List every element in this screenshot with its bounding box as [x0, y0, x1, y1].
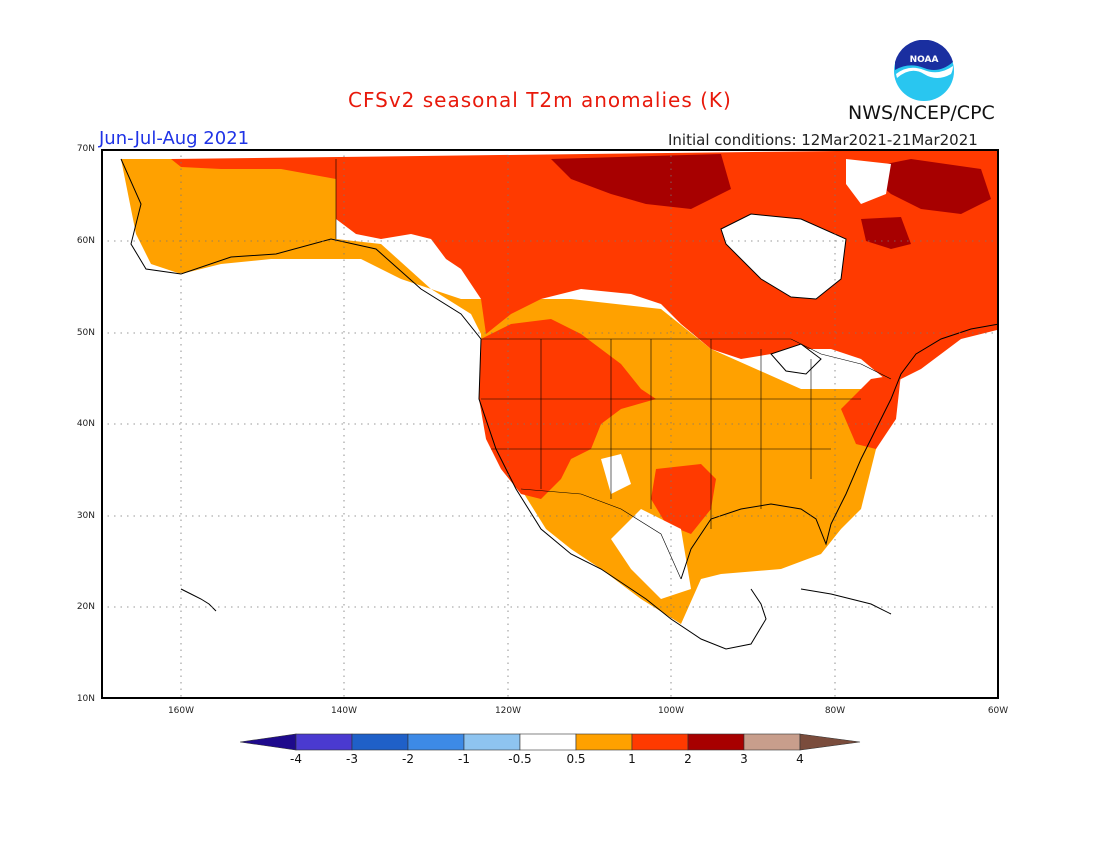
colorbar-label-4: 4	[796, 752, 804, 766]
colorbar-label-1: 1	[628, 752, 636, 766]
lat-label-60n: 60N	[76, 236, 95, 246]
anomaly-neutral-mexico	[611, 509, 691, 599]
agency-label: NWS/NCEP/CPC	[848, 102, 995, 124]
colorbar-bin-3-4	[743, 733, 801, 751]
gridlines	[101, 149, 999, 699]
season-label: Jun-Jul-Aug 2021	[99, 128, 250, 149]
anomaly-2-3-labrador	[861, 217, 911, 249]
noaa-logo-text: NOAA	[910, 55, 939, 65]
colorbar-bin-2-1	[407, 733, 465, 751]
lat-label-10n: 10N	[76, 694, 95, 704]
cuba-coast	[800, 588, 892, 615]
noaa-logo: NOAA	[894, 40, 954, 101]
colorbar-bin-below-4	[240, 733, 297, 751]
colorbar-bin-1-05	[463, 733, 521, 751]
anomaly-1-2-west-us	[479, 319, 656, 499]
colorbar-label-neg05: -0.5	[508, 752, 532, 766]
hudson-bay-coast	[720, 213, 847, 300]
coastlines	[120, 158, 999, 650]
lon-label-100w: 100W	[657, 706, 685, 716]
anomaly-2-3-arctic	[551, 154, 731, 209]
colorbar-label-neg2: -2	[402, 752, 414, 766]
lon-label-140w: 140W	[330, 706, 358, 716]
map-title: CFSv2 seasonal T2m anomalies (K)	[348, 88, 732, 112]
lat-label-40n: 40N	[76, 419, 95, 429]
lon-label-120w: 120W	[494, 706, 522, 716]
colorbar-bin-2-3	[687, 733, 745, 751]
colorbar	[240, 733, 861, 751]
great-lakes-coast	[770, 343, 822, 375]
lon-label-80w: 80W	[824, 706, 846, 716]
anomaly-2-3-greenland	[861, 159, 991, 214]
map-frame	[101, 149, 999, 699]
hawaii-coast	[180, 588, 217, 612]
anomaly-map	[101, 149, 999, 699]
us-mexico-border	[520, 488, 682, 580]
colorbar-label-neg3: -3	[346, 752, 358, 766]
colorbar-bin-neutral	[519, 733, 577, 751]
anomaly-neutral-sw	[601, 454, 631, 494]
lon-label-60w: 60W	[987, 706, 1009, 716]
state-borders	[335, 159, 892, 580]
colorbar-label-3: 3	[740, 752, 748, 766]
lat-label-50n: 50N	[76, 328, 95, 338]
anomaly-neutral-baffin	[846, 159, 891, 204]
colorbar-label-neg4: -4	[290, 752, 302, 766]
lat-label-70n: 70N	[76, 144, 95, 154]
colorbar-label-neg1: -1	[458, 752, 470, 766]
anomaly-neutral-great-lakes	[771, 344, 821, 374]
pacific-coastline	[120, 158, 767, 650]
anomaly-neutral-hudson-bay	[721, 214, 846, 299]
lat-label-20n: 20N	[76, 602, 95, 612]
colorbar-bin-above-4	[799, 733, 861, 751]
anomaly-1-2-east	[841, 374, 901, 449]
colorbar-bin-05-1	[575, 733, 633, 751]
lat-label-30n: 30N	[76, 511, 95, 521]
lon-label-160w: 160W	[167, 706, 195, 716]
us-canada-border	[481, 338, 892, 380]
colorbar-label-05: 0.5	[566, 752, 586, 766]
anomaly-fields	[121, 149, 999, 624]
colorbar-bin-3-2	[351, 733, 409, 751]
anomaly-1-2-texas	[651, 464, 716, 534]
colorbar-bin-4-3	[295, 733, 353, 751]
colorbar-label-2: 2	[684, 752, 692, 766]
initial-conditions-label: Initial conditions: 12Mar2021-21Mar2021	[668, 131, 978, 149]
colorbar-bin-1-2	[631, 733, 689, 751]
gulf-coastline	[680, 323, 999, 580]
anomaly-1-2-canada	[171, 149, 999, 384]
